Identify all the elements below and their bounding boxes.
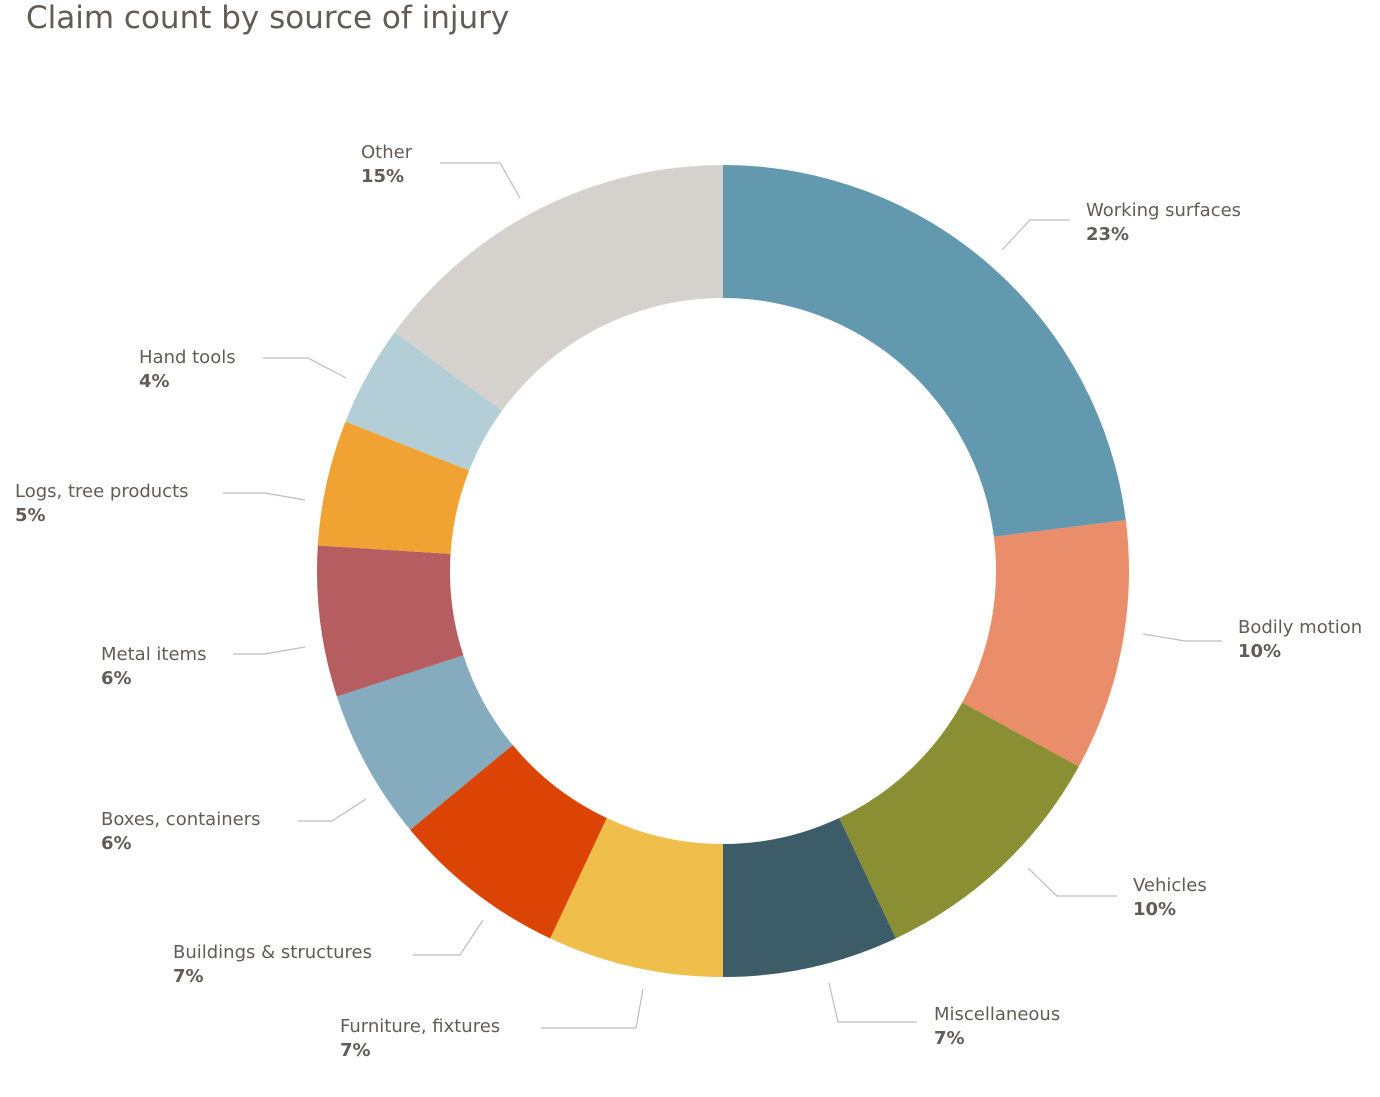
slice-percent-label: 4% [139,371,170,392]
slice-percent-label: 6% [101,833,132,854]
slice-label: Other [361,142,413,163]
leader-line [1142,633,1222,642]
slice-logs-tree-products [317,421,470,554]
leader-line [440,162,521,199]
chart-title: Claim count by source of injury [26,0,510,36]
slice-label: Boxes, containers [101,809,260,830]
slice-label: Metal items [101,644,206,665]
slice-hand-tools [345,332,503,471]
slice-boxes-containers [336,655,513,830]
slice-vehicles [839,702,1079,939]
leader-line [541,988,644,1029]
slice-percent-label: 23% [1086,224,1129,245]
slice-metal-items [317,545,464,697]
slice-percent-label: 10% [1238,641,1281,662]
slice-miscellaneous [723,818,896,977]
slice-label: Miscellaneous [934,1004,1060,1025]
slice-percent-label: 7% [173,966,204,987]
leader-line [263,357,347,379]
slice-furniture-fixtures [550,818,723,977]
leader-line [413,919,484,956]
slice-label: Working surfaces [1086,200,1241,221]
leader-line [1027,867,1117,897]
leader-line [1001,219,1070,251]
leader-line [298,798,367,822]
slice-other [394,164,723,411]
slice-label: Logs, tree products [15,481,189,502]
slice-percent-label: 5% [15,505,46,526]
slice-label: Buildings & structures [173,942,372,963]
slice-percent-label: 7% [340,1040,371,1061]
slice-buildings-structures [410,745,607,939]
slice-label: Vehicles [1133,875,1207,896]
slice-percent-label: 15% [361,166,404,187]
leader-line [233,646,306,655]
slice-percent-label: 7% [934,1028,965,1049]
slice-label: Furniture, fixtures [340,1016,500,1037]
leader-line [828,982,917,1023]
slice-label: Hand tools [139,347,236,368]
leader-line [223,492,306,501]
slice-label: Bodily motion [1238,617,1362,638]
slice-bodily-motion [962,520,1129,767]
slice-percent-label: 10% [1133,899,1176,920]
slice-percent-label: 6% [101,668,132,689]
slice-working-surfaces [723,165,1126,537]
